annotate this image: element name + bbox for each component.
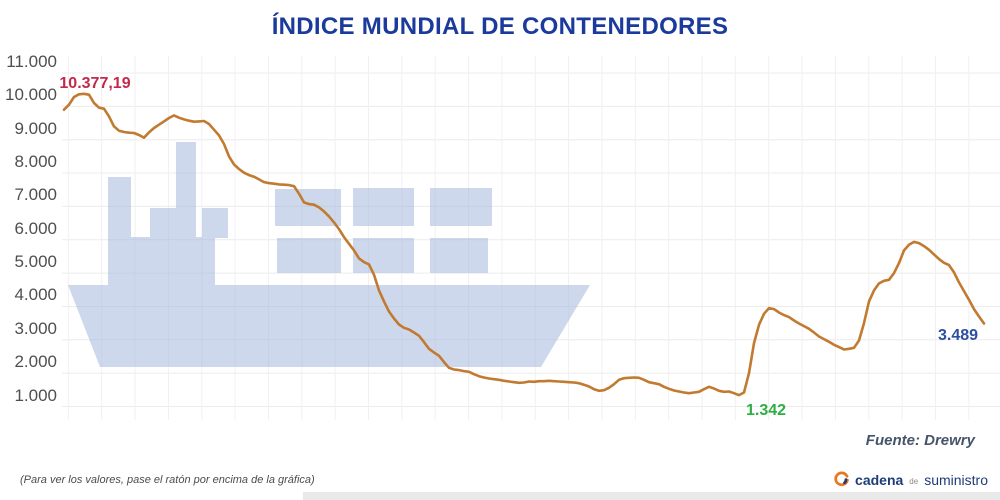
y-axis-label: 11.000	[6, 52, 57, 71]
brand-logo[interactable]: cadena de suministro	[833, 471, 988, 488]
peak-value-label: 10.377,19	[59, 74, 131, 92]
brand-word-suministro: suministro	[924, 471, 988, 488]
y-axis-label: 3.000	[14, 318, 57, 338]
brand-word-cadena: cadena	[855, 471, 904, 488]
latest-value-label: 3.489	[937, 327, 979, 345]
y-axis-label: 6.000	[14, 218, 57, 238]
y-axis-label: 7.000	[14, 185, 57, 205]
bottom-divider-bar	[303, 492, 1000, 500]
page-title: ÍNDICE MUNDIAL DE CONTENEDORES	[271, 13, 729, 40]
source-note: Fuente: Drewry	[865, 432, 975, 449]
min-value-label: 1.342	[745, 402, 787, 420]
index-line-series[interactable]	[62, 92, 986, 397]
swirl-logo-icon	[834, 471, 849, 487]
container-ship-watermark-icon	[68, 142, 590, 367]
hover-hint-text: (Para ver los valores, pase el ratón por…	[20, 474, 315, 486]
brand-word-de: de	[909, 477, 919, 486]
y-axis-label: 1.000	[14, 385, 57, 405]
y-axis-label: 9.000	[14, 118, 57, 138]
y-axis-label: 5.000	[14, 252, 57, 272]
y-axis-label: 8.000	[14, 152, 57, 172]
y-axis-label: 10.000	[5, 85, 57, 105]
y-axis-label: 4.000	[14, 285, 57, 305]
y-axis-label: 2.000	[14, 352, 57, 372]
